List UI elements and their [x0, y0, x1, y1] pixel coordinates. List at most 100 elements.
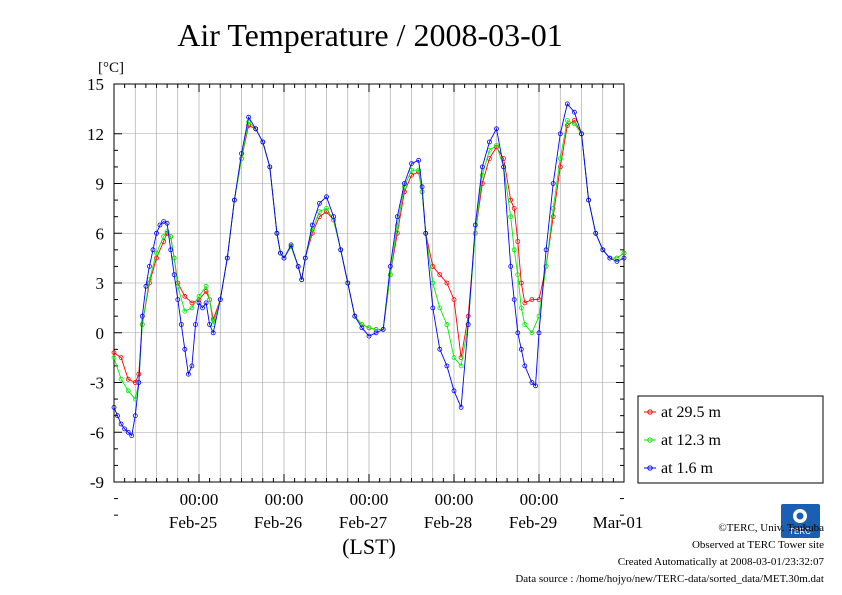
x-tick-time-label: 00:00 — [520, 490, 559, 509]
data-point — [125, 429, 131, 435]
data-point — [309, 222, 315, 228]
legend-label: at 12.3 m — [661, 432, 722, 449]
data-point — [111, 350, 117, 356]
data-point — [196, 293, 202, 299]
data-point — [518, 346, 524, 352]
data-point — [143, 283, 149, 289]
data-point — [458, 363, 464, 369]
x-tick-time-label: 00:00 — [435, 490, 474, 509]
data-point — [203, 283, 209, 289]
data-point — [246, 114, 252, 120]
terc-logo: TERC — [781, 504, 820, 538]
data-point — [345, 280, 351, 286]
data-point — [132, 413, 138, 419]
data-point — [564, 101, 570, 107]
x-tick-date-label: Feb-26 — [254, 513, 302, 532]
data-point — [118, 355, 124, 361]
data-point — [168, 247, 174, 253]
data-point — [543, 247, 549, 253]
data-point — [164, 229, 170, 235]
data-point — [387, 272, 393, 278]
x-tick-date-label: Feb-28 — [424, 513, 472, 532]
data-point — [182, 308, 188, 314]
data-point — [316, 200, 322, 206]
data-point — [295, 263, 301, 269]
data-point — [501, 164, 507, 170]
x-tick-time-label: 00:00 — [180, 490, 219, 509]
data-point — [118, 376, 124, 382]
data-point — [193, 322, 198, 327]
data-point — [550, 214, 556, 220]
data-point — [518, 280, 524, 286]
data-point — [267, 164, 273, 170]
data-point — [451, 297, 457, 303]
data-point — [154, 255, 159, 261]
legend: at 29.5 m at 12.3 m at 1.6 m — [637, 395, 824, 484]
data-point — [373, 326, 379, 332]
data-point — [437, 346, 443, 352]
x-tick-date-label: Feb-27 — [339, 513, 388, 532]
data-point — [614, 255, 620, 261]
logo-text: TERC — [789, 527, 811, 536]
data-point — [182, 293, 188, 299]
series-2 — [111, 101, 627, 439]
data-point — [515, 272, 521, 278]
data-point — [533, 383, 538, 389]
data-point — [550, 205, 556, 211]
y-tick-label: 3 — [96, 274, 105, 293]
legend-marker — [647, 465, 653, 471]
data-point — [511, 297, 517, 303]
data-point — [331, 214, 337, 220]
y-tick-label: -6 — [90, 423, 104, 442]
data-point — [572, 109, 577, 115]
data-point — [231, 197, 237, 203]
data-point — [472, 222, 478, 228]
data-point — [494, 142, 499, 148]
data-point — [299, 277, 305, 283]
data-point — [430, 305, 436, 311]
data-point — [316, 209, 322, 215]
data-point — [281, 255, 287, 261]
data-point — [600, 247, 606, 253]
data-point — [444, 280, 450, 286]
data-point — [136, 380, 142, 385]
data-point — [373, 330, 379, 336]
data-point — [189, 363, 195, 369]
data-point — [200, 305, 205, 311]
data-point — [529, 297, 535, 303]
legend-label: at 29.5 m — [661, 404, 722, 421]
data-point — [494, 126, 499, 132]
y-tick-label: -9 — [90, 473, 104, 492]
y-tick-label: 9 — [96, 175, 105, 194]
data-point — [486, 139, 492, 145]
data-point — [178, 322, 184, 327]
data-point — [224, 255, 230, 261]
series-line — [113, 102, 625, 437]
data-point — [458, 404, 464, 410]
data-point — [607, 255, 613, 261]
data-point — [139, 313, 145, 319]
data-point — [437, 305, 443, 311]
data-point — [458, 355, 464, 361]
data-point — [508, 214, 514, 220]
data-point — [621, 250, 627, 256]
x-tick-date-label: Feb-25 — [169, 513, 217, 532]
data-point — [210, 330, 216, 336]
data-point — [203, 300, 209, 306]
data-point — [274, 230, 280, 236]
data-point — [409, 161, 414, 167]
data-point — [352, 313, 358, 319]
data-point — [253, 126, 259, 132]
legend-marker — [647, 409, 653, 415]
data-point — [557, 156, 563, 162]
x-tick-date-label: Feb-29 — [509, 513, 557, 532]
data-point — [359, 325, 365, 331]
data-point — [207, 322, 213, 327]
data-point — [203, 288, 209, 294]
data-point — [239, 151, 244, 157]
data-point — [161, 234, 167, 240]
grid — [114, 84, 624, 482]
data-point — [479, 164, 485, 170]
data-point — [118, 421, 124, 427]
data-point — [522, 363, 528, 369]
